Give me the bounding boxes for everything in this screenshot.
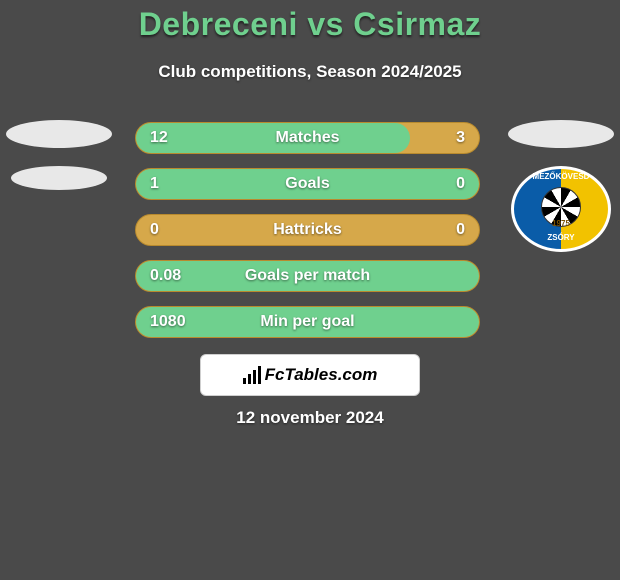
stat-label: Goals <box>136 169 479 199</box>
subtitle: Club competitions, Season 2024/2025 <box>0 62 620 82</box>
team-right-crest: MEZŐKÖVESD 1975 ZSÓRY <box>511 166 611 252</box>
credit-badge: FcTables.com <box>200 354 420 396</box>
stat-label: Goals per match <box>136 261 479 291</box>
stat-bars: 12Matches31Goals00Hattricks00.08Goals pe… <box>135 122 480 338</box>
crest-name-bottom: ZSÓRY <box>511 233 611 242</box>
bar-chart-icon <box>243 366 261 384</box>
stat-label: Min per goal <box>136 307 479 337</box>
date-text: 12 november 2024 <box>0 408 620 428</box>
stat-bar-row: 1Goals0 <box>135 168 480 200</box>
shadow-ellipse <box>6 120 112 148</box>
stat-label: Matches <box>136 123 479 153</box>
crest-year: 1975 <box>552 219 570 228</box>
shadow-ellipse <box>11 166 107 190</box>
stat-bar-row: 0Hattricks0 <box>135 214 480 246</box>
page-title: Debreceni vs Csirmaz <box>0 6 620 43</box>
team-left-column <box>4 120 114 190</box>
stat-label: Hattricks <box>136 215 479 245</box>
infographic-canvas: Debreceni vs Csirmaz Club competitions, … <box>0 0 620 580</box>
stat-bar-row: 0.08Goals per match <box>135 260 480 292</box>
crest-name-top: MEZŐKÖVESD <box>511 172 611 181</box>
stat-bar-row: 12Matches3 <box>135 122 480 154</box>
stat-right-value: 0 <box>456 215 465 245</box>
stat-bar-row: 1080Min per goal <box>135 306 480 338</box>
stat-right-value: 0 <box>456 169 465 199</box>
stat-right-value: 3 <box>456 123 465 153</box>
shadow-ellipse <box>508 120 614 148</box>
credit-text: FcTables.com <box>265 365 378 385</box>
team-right-column: MEZŐKÖVESD 1975 ZSÓRY <box>506 120 616 252</box>
